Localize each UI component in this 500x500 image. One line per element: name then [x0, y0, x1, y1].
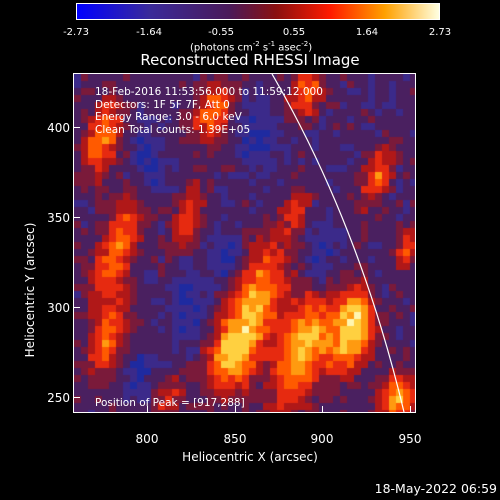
y-tick-label: 250: [47, 391, 70, 405]
solar-limb-line: [271, 74, 405, 412]
x-tick-mark-800: [147, 406, 148, 412]
limb-overlay: [271, 74, 405, 412]
colorbar-tick-5: 1.64: [355, 27, 379, 38]
colorbar-tick-2: -1.64: [136, 27, 162, 38]
x-tick-mark-950: [410, 406, 411, 412]
x-axis-label: Heliocentric X (arcsec): [182, 450, 318, 464]
colorbar-tick-6: 2.73: [428, 27, 452, 38]
y-tick-mark-250: [74, 397, 80, 398]
x-tick-label: 850: [223, 432, 247, 446]
colorbar: [76, 3, 440, 20]
y-tick-mark-300: [74, 307, 80, 308]
energy-range-text: Energy Range: 3.0 - 6.0 keV: [95, 111, 242, 124]
y-tick-label: 350: [47, 211, 70, 225]
time-range-text: 18-Feb-2016 11:53:56.000 to 11:59:12.000: [95, 86, 323, 98]
peak-position-text: Position of Peak = [917,288]: [95, 397, 245, 409]
chart-title: Reconstructed RHESSI Image: [140, 51, 360, 69]
y-tick-mark-400: [74, 127, 80, 128]
detectors-text: Detectors: 1F 5F 7F, Att 0: [95, 98, 230, 111]
colorbar-tick-4: 0.55: [282, 27, 306, 38]
colorbar-tick-3: -0.55: [208, 27, 234, 38]
heatmap-image: [74, 74, 415, 412]
y-tick-label: 400: [47, 121, 70, 135]
y-tick-label: 300: [47, 301, 70, 315]
clean-counts-text: Clean Total counts: 1.39E+05: [95, 123, 251, 136]
y-tick-mark-350: [74, 217, 80, 218]
timestamp: 18-May-2022 06:59: [374, 481, 497, 496]
colorbar-tick-1: -2.73: [63, 27, 89, 38]
observation-info: 18-Feb-2016 11:53:56.000 to 11:59:12.000…: [95, 86, 323, 136]
y-axis-label: Heliocentric Y (arcsec): [23, 222, 37, 358]
colorbar-units: (photons cm-2 s-1 asec-2): [190, 40, 313, 54]
x-tick-label: 950: [398, 432, 422, 446]
x-tick-label: 800: [135, 432, 159, 446]
x-tick-mark-900: [322, 406, 323, 412]
x-tick-mark-850: [235, 406, 236, 412]
x-tick-label: 900: [310, 432, 334, 446]
plot-area: [73, 73, 416, 413]
